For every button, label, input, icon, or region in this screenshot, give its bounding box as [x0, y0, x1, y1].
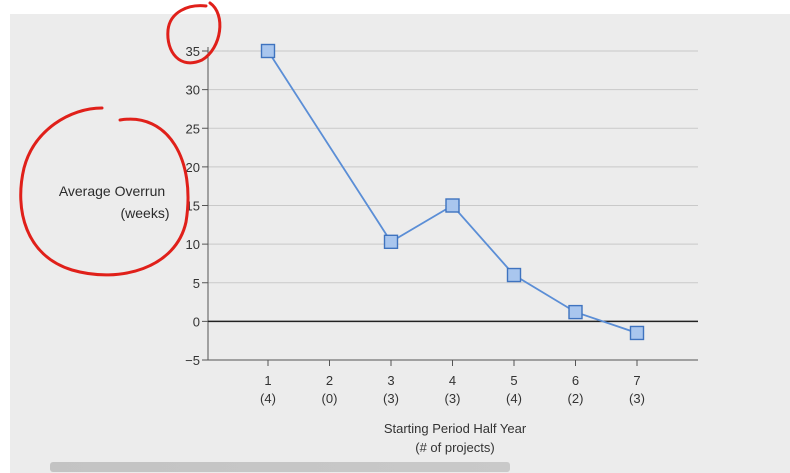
- x-tick-label: 5: [510, 373, 517, 388]
- data-point-marker: [506, 267, 522, 283]
- x-tick-sublabel: (4): [260, 391, 276, 406]
- y-tick-label: 5: [193, 276, 200, 291]
- x-tick-sublabel: (2): [568, 391, 584, 406]
- x-tick-sublabel: (3): [629, 391, 645, 406]
- hand-drawn-annotations: [19, 1, 222, 277]
- y-tick-label: 0: [193, 314, 200, 329]
- y-tick-label: 25: [186, 121, 200, 136]
- annotation-circle-label: [19, 106, 190, 277]
- x-tick-sublabel: (3): [445, 391, 461, 406]
- x-tick-label: 7: [633, 373, 640, 388]
- x-axis-label-line-2: (# of projects): [415, 440, 494, 455]
- y-axis-label-line-2: (weeks): [120, 205, 169, 221]
- data-point-marker: [568, 304, 583, 320]
- y-axis-label: Average Overrun (weeks): [59, 183, 170, 221]
- y-tick-label: 35: [186, 44, 200, 59]
- series-line: [267, 50, 638, 334]
- cropped-caption-text: [50, 462, 510, 472]
- y-tick-label: −5: [185, 353, 200, 368]
- x-tick-label: 4: [449, 373, 456, 388]
- y-tick-label: 30: [186, 83, 200, 98]
- x-tick-label: 1: [264, 373, 271, 388]
- x-tick-sublabel: (3): [383, 391, 399, 406]
- x-tick-label: 2: [326, 373, 333, 388]
- page-background: [10, 14, 790, 473]
- data-point-marker: [445, 198, 460, 213]
- x-tick-label: 6: [572, 373, 579, 388]
- x-tick-label: 3: [387, 373, 394, 388]
- x-ticks: 1 (4) 2 (0) 3 (3) 4 (3) 5 (4) 6 (2) 7 (3): [260, 360, 645, 406]
- x-tick-sublabel: (4): [506, 391, 522, 406]
- series: [260, 43, 645, 341]
- y-tick-label: 10: [186, 237, 200, 252]
- annotation-circle-top: [166, 1, 222, 65]
- y-axis-label-line-1: Average Overrun: [59, 183, 165, 199]
- x-axis-label: Starting Period Half Year (# of projects…: [384, 421, 527, 455]
- x-axis-label-line-1: Starting Period Half Year: [384, 421, 527, 436]
- data-point-marker: [383, 234, 399, 250]
- data-point-marker: [629, 325, 645, 341]
- data-point-marker: [260, 43, 276, 59]
- x-tick-sublabel: (0): [322, 391, 338, 406]
- y-tick-label: 20: [186, 160, 200, 175]
